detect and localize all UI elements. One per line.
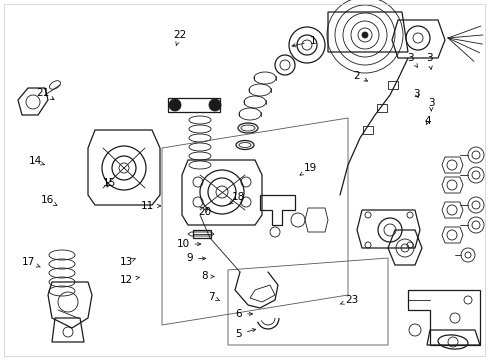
Text: 3: 3 [425,53,432,69]
Text: 6: 6 [235,309,252,319]
Text: 15: 15 [102,178,116,188]
Bar [193,230,210,238]
Bar [362,126,372,134]
Text: 8: 8 [201,271,214,282]
Bar [168,98,220,112]
Text: 20: 20 [198,207,210,217]
Text: 14: 14 [28,156,44,166]
Text: 22: 22 [173,30,186,46]
Circle shape [208,99,221,111]
Text: 13: 13 [119,257,135,267]
Bar [376,104,386,112]
Text: 10: 10 [176,239,201,249]
Text: 9: 9 [186,253,205,264]
Text: 7: 7 [207,292,220,302]
Text: 3: 3 [407,53,417,68]
Text: 11: 11 [141,201,160,211]
Text: 18: 18 [229,192,245,204]
Text: 1: 1 [291,36,316,47]
Text: 16: 16 [40,195,57,206]
Text: 5: 5 [235,329,255,339]
Text: 23: 23 [339,294,358,305]
Text: 21: 21 [36,88,54,100]
Text: 2: 2 [353,71,366,81]
Text: 17: 17 [21,257,40,267]
Circle shape [361,32,367,38]
Bar [387,81,397,89]
Text: 3: 3 [427,98,434,111]
Circle shape [169,99,181,111]
Text: 4: 4 [424,116,430,126]
Text: 19: 19 [299,163,316,175]
Text: 3: 3 [412,89,419,99]
Text: 12: 12 [119,275,139,285]
